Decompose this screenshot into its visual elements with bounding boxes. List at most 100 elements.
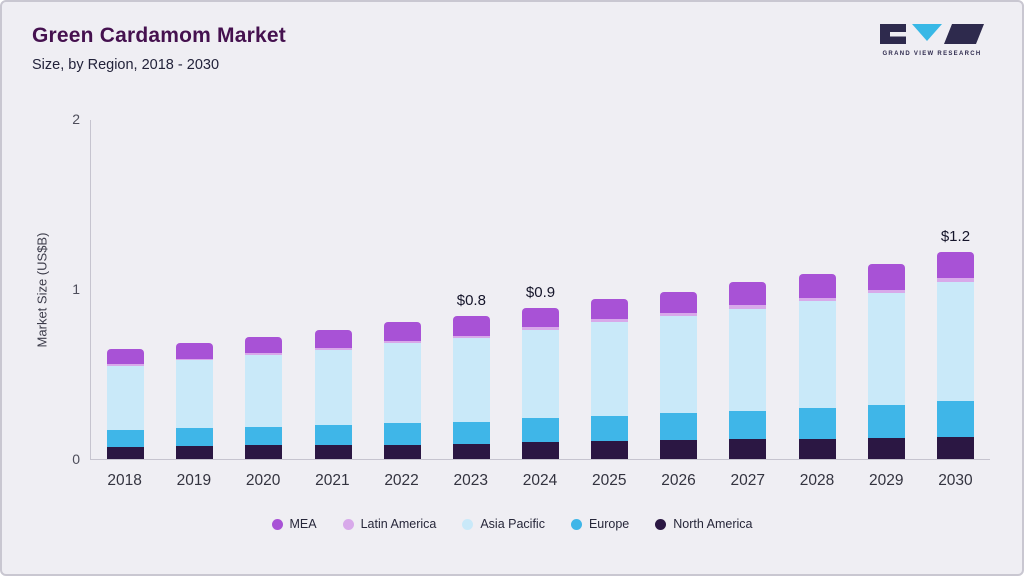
segment-asia-pacific bbox=[245, 355, 283, 427]
segment-asia-pacific bbox=[314, 350, 352, 426]
bar-slot-2025 bbox=[575, 120, 644, 459]
segment-europe bbox=[522, 418, 560, 442]
segment-mea bbox=[936, 251, 974, 279]
bar-value-label-2024: $0.9 bbox=[525, 283, 556, 301]
segment-asia-pacific bbox=[522, 329, 560, 419]
stacked-bar-2020 bbox=[245, 336, 283, 459]
legend-dot-europe bbox=[570, 518, 582, 530]
segment-europe bbox=[314, 425, 352, 446]
legend-dot-asia-pacific bbox=[462, 518, 474, 530]
x-tick-label-2022: 2022 bbox=[384, 472, 419, 489]
segment-north-america bbox=[798, 438, 836, 459]
segment-europe bbox=[591, 415, 629, 442]
segment-mea bbox=[314, 329, 352, 349]
segment-mea bbox=[452, 316, 490, 336]
segment-europe bbox=[452, 421, 490, 444]
x-tick-label-2020: 2020 bbox=[245, 472, 281, 489]
bar-slot-2028 bbox=[783, 120, 852, 459]
segment-latin-america bbox=[314, 348, 352, 351]
segment-latin-america bbox=[176, 358, 214, 361]
segment-mea bbox=[176, 343, 214, 359]
x-tick-label-2018: 2018 bbox=[107, 472, 142, 489]
stacked-bar-2018 bbox=[107, 348, 145, 459]
segment-europe bbox=[107, 430, 145, 448]
plot-area: $0.8 $0.9 $1.2 bbox=[90, 120, 990, 460]
segment-europe bbox=[729, 410, 767, 440]
segment-asia-pacific bbox=[798, 300, 836, 409]
segment-europe bbox=[798, 408, 836, 439]
segment-north-america bbox=[729, 439, 767, 459]
segment-asia-pacific bbox=[107, 365, 145, 431]
stacked-bar-2019 bbox=[176, 343, 214, 459]
legend-item-mea: MEA bbox=[271, 517, 317, 531]
stacked-bar-2027 bbox=[729, 282, 767, 459]
stacked-bar-2030 bbox=[936, 251, 974, 459]
bar-slot-2022 bbox=[368, 120, 437, 459]
segment-mea bbox=[522, 307, 560, 328]
legend-label-north-america: North America bbox=[673, 517, 753, 531]
x-tick-label-2026: 2026 bbox=[661, 472, 696, 489]
x-tick-label-2027: 2027 bbox=[730, 472, 765, 489]
legend-label-latin-america: Latin America bbox=[360, 517, 437, 531]
chart-header: Green Cardamom Market Size, by Region, 2… bbox=[32, 24, 286, 73]
segment-latin-america bbox=[591, 319, 629, 323]
bar-slot-2018 bbox=[91, 120, 160, 459]
segment-europe bbox=[660, 413, 698, 441]
stacked-bar-2025 bbox=[591, 299, 629, 459]
legend-label-europe: Europe bbox=[588, 517, 630, 531]
x-tick-label-2029: 2029 bbox=[868, 472, 904, 489]
segment-north-america bbox=[452, 443, 490, 459]
segment-mea bbox=[107, 348, 145, 364]
bar-slot-2019 bbox=[160, 120, 229, 459]
segment-north-america bbox=[591, 441, 629, 459]
legend-item-north-america: North America bbox=[655, 517, 752, 531]
segment-mea bbox=[591, 299, 629, 320]
segment-mea bbox=[660, 292, 698, 314]
x-tick-label-2024: 2024 bbox=[522, 472, 558, 489]
segment-north-america bbox=[176, 446, 214, 459]
segment-asia-pacific bbox=[452, 338, 490, 422]
segment-latin-america bbox=[798, 297, 836, 301]
y-axis-title: Market Size (US$B) bbox=[34, 232, 50, 348]
x-tick-label-2023: 2023 bbox=[453, 472, 489, 489]
segment-north-america bbox=[660, 440, 698, 459]
bar-slot-2024: $0.9 bbox=[506, 120, 575, 459]
stacked-bar-2021 bbox=[314, 329, 352, 459]
brand-logo: GRAND VIEW RESEARCH bbox=[880, 24, 984, 63]
segment-asia-pacific bbox=[176, 360, 214, 429]
brand-logo-icon: GRAND VIEW RESEARCH bbox=[880, 24, 984, 57]
legend-dot-latin-america bbox=[342, 518, 354, 530]
x-tick-label-2030: 2030 bbox=[938, 472, 973, 489]
segment-north-america bbox=[522, 442, 560, 459]
segment-latin-america bbox=[245, 353, 283, 356]
y-tick-label-1: 1 bbox=[72, 281, 80, 297]
stacked-bar-2022 bbox=[383, 322, 421, 459]
x-tick-label-2019: 2019 bbox=[176, 472, 212, 489]
y-tick-label-0: 0 bbox=[72, 451, 80, 467]
segment-north-america bbox=[245, 445, 283, 459]
segment-asia-pacific bbox=[729, 308, 767, 411]
segment-asia-pacific bbox=[867, 293, 905, 406]
stacked-bar-2023 bbox=[452, 316, 490, 459]
segment-europe bbox=[245, 426, 283, 446]
segment-latin-america bbox=[936, 278, 974, 283]
bar-slot-2029 bbox=[852, 120, 921, 459]
segment-mea bbox=[245, 336, 283, 354]
chart-title: Green Cardamom Market bbox=[32, 24, 286, 47]
segment-latin-america bbox=[452, 335, 490, 339]
x-tick-label-2028: 2028 bbox=[799, 472, 835, 489]
legend-label-asia-pacific: Asia Pacific bbox=[480, 517, 545, 531]
x-tick-label-2021: 2021 bbox=[315, 472, 350, 489]
legend: MEA Latin America Asia Pacific Europe North … bbox=[2, 517, 1022, 531]
segment-north-america bbox=[107, 447, 145, 459]
segment-europe bbox=[936, 401, 974, 437]
segment-asia-pacific bbox=[591, 322, 629, 416]
segment-north-america bbox=[867, 437, 905, 459]
x-axis-labels: 2018 2019 2020 2021 2022 2023 2024 2025 2026 2027… bbox=[90, 472, 990, 490]
bar-slot-2021 bbox=[298, 120, 367, 459]
segment-latin-america bbox=[660, 313, 698, 317]
stacked-bar-2029 bbox=[867, 263, 905, 459]
legend-item-latin-america: Latin America bbox=[342, 517, 437, 531]
segment-asia-pacific bbox=[383, 343, 421, 424]
